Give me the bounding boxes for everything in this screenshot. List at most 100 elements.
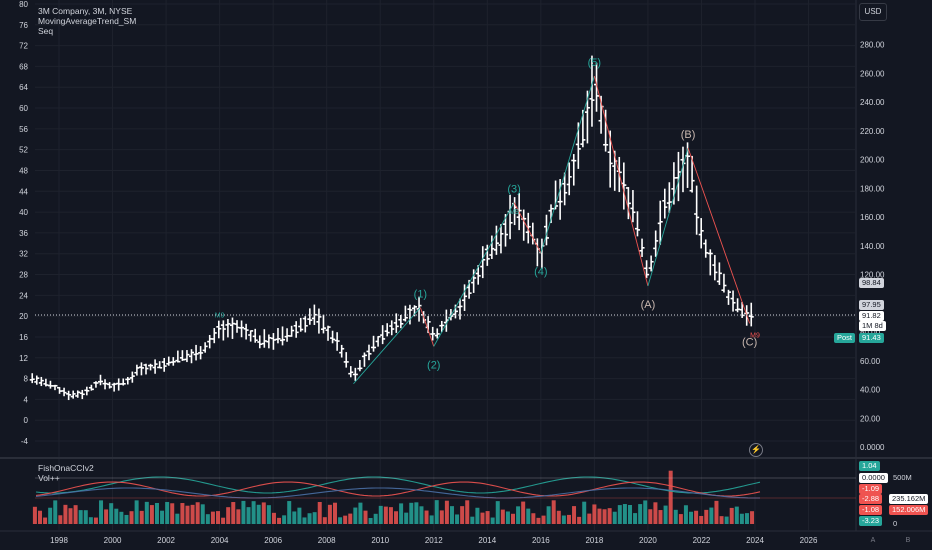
legend-fish-cci[interactable]: FishOnaCCIv2 xyxy=(38,463,94,473)
volume-bar xyxy=(470,516,475,524)
volume-bar xyxy=(678,514,683,524)
right-tick-label: 160.00 xyxy=(860,213,885,222)
volume-bar xyxy=(160,510,165,524)
volume-bar xyxy=(175,513,180,524)
price-tag-97: 97.95 xyxy=(859,300,884,310)
x-tick-label: 2010 xyxy=(371,536,389,545)
log-scale-button[interactable]: B xyxy=(905,537,911,544)
right-tick-label: 240.00 xyxy=(860,98,885,107)
volume-bar xyxy=(190,504,195,524)
volume-bar xyxy=(658,510,663,524)
left-tick-label: 24 xyxy=(19,291,28,300)
x-tick-label: 2012 xyxy=(425,536,443,545)
left-tick-label: 40 xyxy=(19,208,28,217)
right-tick-label: 220.00 xyxy=(860,127,885,136)
wave-segment xyxy=(353,307,421,385)
volume-bar xyxy=(119,511,124,524)
volume-bar xyxy=(114,508,119,524)
cci-line xyxy=(35,487,760,499)
volume-bar xyxy=(704,509,709,524)
high-price-tag: 98.84 xyxy=(859,278,884,288)
x-tick-label: 2000 xyxy=(104,536,122,545)
left-tick-label: 60 xyxy=(19,104,28,113)
volume-bar xyxy=(566,514,571,524)
x-tick-label: 2008 xyxy=(318,536,336,545)
volume-bar xyxy=(521,501,526,524)
right-tick-label: 120.00 xyxy=(860,271,885,280)
volume-bar xyxy=(149,505,154,524)
volume-bar xyxy=(607,508,612,524)
volume-bar xyxy=(307,513,312,524)
countdown-tag: 1M 8d xyxy=(859,321,886,331)
volume-bar xyxy=(516,506,521,524)
volume-bar xyxy=(48,507,53,524)
volume-bar xyxy=(556,510,561,524)
volume-bar xyxy=(465,500,470,524)
volume-bar xyxy=(500,509,505,524)
legend-symbol[interactable]: 3M Company, 3M, NYSE xyxy=(38,6,133,16)
volume-bar xyxy=(587,513,592,524)
x-tick-label: 2020 xyxy=(639,536,657,545)
wave-segment xyxy=(593,76,649,287)
left-tick-label: 28 xyxy=(19,271,28,280)
volume-bar xyxy=(312,512,317,524)
volume-bar xyxy=(73,505,78,524)
volume-bar xyxy=(154,502,159,524)
volume-bar xyxy=(531,513,536,524)
volume-bar xyxy=(210,511,215,524)
vol-axis-500m: 500M xyxy=(893,473,912,482)
indicator-legend: FishOnaCCIv2 Vol++ xyxy=(38,463,94,483)
volume-bar xyxy=(332,502,337,524)
volume-bar xyxy=(592,504,597,524)
x-axis-ticks: 1998 2000 2002 2004 2006 2008 2010 2012 2014 2016… xyxy=(50,536,818,545)
wave-label: (1) xyxy=(414,289,427,301)
right-tick-label: 20.00 xyxy=(860,414,881,423)
left-tick-label: 12 xyxy=(19,354,28,363)
left-tick-label: 20 xyxy=(19,312,28,321)
auto-scale-button[interactable]: A xyxy=(870,537,876,544)
volume-bar xyxy=(221,517,226,524)
volume-bar xyxy=(734,506,739,524)
x-tick-label: 2026 xyxy=(800,536,818,545)
legend-vol[interactable]: Vol++ xyxy=(38,473,60,483)
volume-bar xyxy=(419,506,424,524)
lightning-icon[interactable]: ⚡ xyxy=(749,443,763,457)
volume-bar xyxy=(622,504,627,524)
currency-button[interactable]: USD xyxy=(859,3,887,21)
volume-bar xyxy=(750,511,755,524)
volume-bar xyxy=(322,517,327,524)
x-tick-label: 2006 xyxy=(264,536,282,545)
volume-bar xyxy=(236,509,241,524)
right-tick-label: 280.00 xyxy=(860,41,885,50)
x-tick-label: 2016 xyxy=(532,536,550,545)
volume-bar xyxy=(373,513,378,524)
volume-bar xyxy=(43,517,48,524)
left-tick-label: 68 xyxy=(19,62,28,71)
volume-bar xyxy=(475,507,480,524)
legend-indicator-seq[interactable]: Seq xyxy=(38,26,54,36)
volume-bar xyxy=(394,511,399,524)
legend-indicator-ma[interactable]: MovingAverageTrend_SM xyxy=(38,16,137,26)
wave-label: (3) xyxy=(507,184,520,196)
volume-bar xyxy=(343,515,348,524)
left-axis-ticks: 807672686460565248444036322824201612840-… xyxy=(19,0,28,446)
wave-label: (5) xyxy=(588,57,601,69)
volume-bar xyxy=(424,510,429,524)
volume-bar xyxy=(124,514,129,524)
volume-bar xyxy=(709,507,714,524)
volume-bar xyxy=(226,507,231,524)
post-label: Post xyxy=(834,333,856,343)
volume-bar xyxy=(724,516,729,524)
volume-bar xyxy=(185,505,190,524)
volume-bar xyxy=(297,507,302,524)
wave-segment xyxy=(513,202,542,254)
left-tick-label: 8 xyxy=(24,375,29,384)
volume-bar xyxy=(429,515,434,524)
volume-bar xyxy=(673,509,678,524)
volume-bar xyxy=(241,500,246,524)
volume-bar xyxy=(505,511,510,524)
volume-bar xyxy=(388,507,393,524)
volume-bar xyxy=(546,506,551,524)
